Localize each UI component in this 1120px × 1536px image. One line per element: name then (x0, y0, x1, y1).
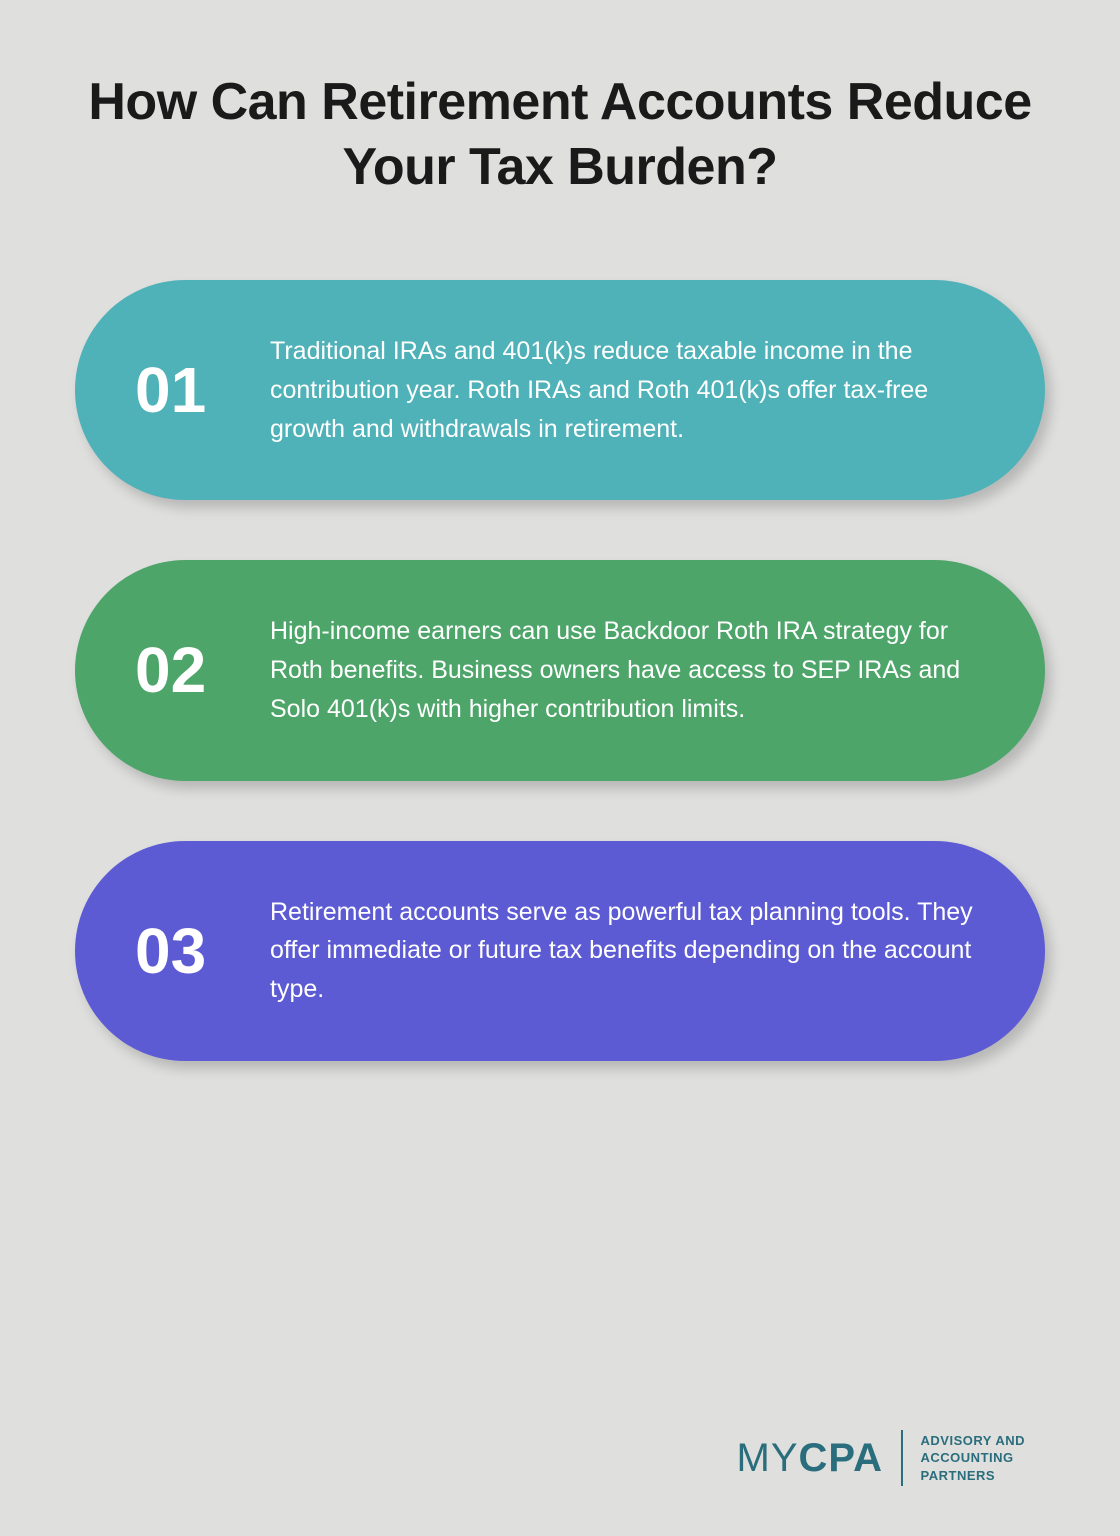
logo-wordmark: MYCPA (737, 1436, 883, 1481)
pill-number: 01 (135, 353, 230, 427)
pill-text: Retirement accounts serve as powerful ta… (270, 893, 975, 1009)
info-pill-3: 03 Retirement accounts serve as powerful… (75, 841, 1045, 1061)
pill-text: Traditional IRAs and 401(k)s reduce taxa… (270, 332, 975, 448)
logo-divider (901, 1430, 903, 1486)
info-pill-1: 01 Traditional IRAs and 401(k)s reduce t… (75, 280, 1045, 500)
info-pill-2: 02 High-income earners can use Backdoor … (75, 560, 1045, 780)
tagline-line: ACCOUNTING (921, 1449, 1025, 1467)
logo-prefix: MY (737, 1436, 799, 1481)
pill-number: 02 (135, 633, 230, 707)
pill-number: 03 (135, 914, 230, 988)
pill-text: High-income earners can use Backdoor Rot… (270, 612, 975, 728)
footer: MYCPA ADVISORY AND ACCOUNTING PARTNERS (75, 1430, 1045, 1486)
logo-main-text: CPA (799, 1436, 883, 1481)
logo-tagline: ADVISORY AND ACCOUNTING PARTNERS (921, 1432, 1025, 1485)
tagline-line: PARTNERS (921, 1467, 1025, 1485)
page-title: How Can Retirement Accounts Reduce Your … (75, 70, 1045, 200)
logo: MYCPA ADVISORY AND ACCOUNTING PARTNERS (737, 1430, 1025, 1486)
tagline-line: ADVISORY AND (921, 1432, 1025, 1450)
